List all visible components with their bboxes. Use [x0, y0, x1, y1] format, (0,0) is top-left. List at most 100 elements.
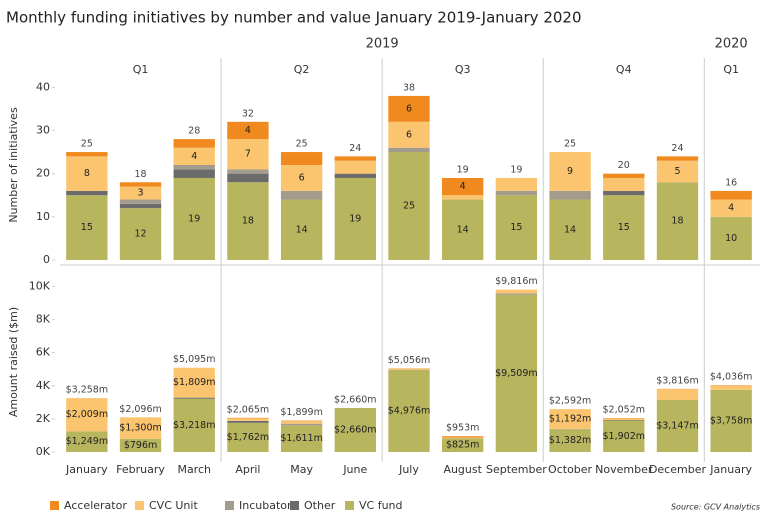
x-tick-label: June	[342, 463, 367, 476]
bar-segment	[174, 165, 215, 169]
year-label: 2020	[715, 37, 748, 52]
bar-segment	[496, 191, 537, 195]
x-tick-label: May	[290, 463, 313, 476]
data-label: $2,009m	[66, 409, 109, 420]
data-label: $3,758m	[710, 415, 753, 426]
bar-segment	[710, 386, 751, 390]
total-label: $4,036m	[710, 372, 753, 383]
y-tick-label: 20	[36, 167, 50, 180]
bar-segment	[174, 139, 215, 148]
bar-segment	[388, 369, 429, 370]
bar-segment	[335, 156, 376, 160]
bar-segment	[603, 418, 644, 420]
bar-segment	[496, 178, 537, 191]
data-label: 5	[674, 166, 680, 177]
total-label: $1,899m	[280, 407, 323, 418]
total-label: 24	[349, 143, 361, 154]
bar-segment	[66, 191, 107, 195]
bar-segment	[549, 191, 590, 200]
bar-segment	[120, 204, 161, 208]
bar-segment	[442, 436, 483, 437]
bar-segment	[442, 438, 483, 439]
data-label: $9,509m	[495, 368, 538, 379]
data-label: 3	[138, 188, 144, 199]
data-label: 6	[406, 103, 412, 114]
data-label: $1,902m	[603, 431, 646, 442]
bar-segment	[120, 182, 161, 186]
quarter-label: Q1	[133, 63, 149, 76]
bar-segment	[66, 152, 107, 156]
bar-segment	[603, 191, 644, 195]
data-label: $1,382m	[549, 435, 592, 446]
total-label: $5,095m	[173, 354, 216, 365]
total-label: $2,592m	[549, 396, 592, 407]
data-label: $1,300m	[119, 423, 162, 434]
bar-segment	[496, 290, 537, 294]
data-label: $4,976m	[388, 405, 431, 416]
data-label: 10	[725, 233, 737, 244]
data-label: 15	[510, 222, 522, 233]
legend-swatch	[290, 501, 299, 510]
data-label: 14	[564, 224, 576, 235]
legend-swatch	[225, 501, 234, 510]
x-tick-label: February	[116, 463, 165, 476]
data-label: 15	[81, 222, 93, 233]
bar-segment	[603, 178, 644, 191]
total-label: 19	[457, 164, 469, 175]
bar-segment	[335, 174, 376, 178]
data-label: $1,611m	[280, 433, 323, 444]
y-tick-label: 0	[43, 253, 50, 266]
quarter-label: Q3	[455, 63, 471, 76]
x-tick-label: April	[235, 463, 260, 476]
total-label: 19	[510, 164, 522, 175]
total-label: $953m	[446, 423, 479, 434]
total-label: $3,816m	[656, 375, 699, 386]
x-tick-label: August	[443, 463, 482, 476]
total-label: $2,052m	[603, 405, 646, 416]
legend-label: CVC Unit	[149, 499, 198, 512]
x-tick-label: March	[177, 463, 211, 476]
x-tick-label: December	[649, 463, 707, 476]
bar-segment	[281, 152, 322, 165]
bar-segment	[174, 169, 215, 178]
data-label: $2,660m	[334, 424, 377, 435]
y-tick-label: 0K	[36, 445, 51, 458]
bar-segment	[442, 195, 483, 199]
total-label: 25	[564, 139, 576, 150]
data-label: 19	[188, 213, 200, 224]
data-label: 6	[406, 129, 412, 140]
data-label: 6	[299, 172, 305, 183]
legend-label: Incubator	[239, 499, 292, 512]
data-label: 14	[296, 224, 308, 235]
bar-segment	[335, 161, 376, 174]
x-tick-label: January	[709, 463, 752, 476]
legend-swatch	[345, 501, 354, 510]
bar-segment	[227, 421, 268, 423]
total-label: $9,816m	[495, 276, 538, 287]
data-label: 12	[134, 229, 146, 240]
x-tick-label: January	[65, 463, 108, 476]
chart-title: Monthly funding initiatives by number an…	[6, 9, 582, 27]
data-label: $1,762m	[227, 432, 270, 443]
data-label: 18	[242, 216, 254, 227]
y-tick-label: 10	[36, 210, 50, 223]
x-tick-label: October	[548, 463, 592, 476]
total-label: 28	[188, 126, 200, 137]
y-tick-label: 40	[36, 80, 50, 93]
legend-label: Accelerator	[64, 499, 127, 512]
legend-swatch	[50, 501, 59, 510]
bar-segment	[388, 148, 429, 152]
legend-label: Other	[304, 499, 336, 512]
y-tick-label: 4K	[36, 379, 51, 392]
total-label: 18	[134, 169, 146, 180]
data-label: 18	[671, 216, 683, 227]
total-label: 38	[403, 82, 415, 93]
bar-segment	[174, 398, 215, 399]
bar-segment	[227, 418, 268, 419]
quarter-label: Q1	[723, 63, 739, 76]
data-label: $3,218m	[173, 420, 216, 431]
y-tick-label: 2K	[36, 412, 51, 425]
y-tick-label: 30	[36, 123, 50, 136]
total-label: 25	[81, 139, 93, 150]
bar-segment	[227, 174, 268, 183]
